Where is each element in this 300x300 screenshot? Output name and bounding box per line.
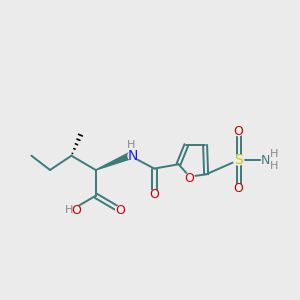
Circle shape bbox=[116, 206, 124, 214]
Text: O: O bbox=[185, 172, 195, 184]
Circle shape bbox=[128, 141, 135, 148]
Circle shape bbox=[261, 156, 270, 164]
Circle shape bbox=[234, 127, 243, 136]
Circle shape bbox=[270, 163, 277, 170]
Circle shape bbox=[72, 206, 81, 214]
Text: O: O bbox=[72, 203, 82, 217]
Text: N: N bbox=[128, 149, 138, 163]
Text: O: O bbox=[149, 188, 159, 201]
Text: S: S bbox=[234, 153, 243, 167]
Circle shape bbox=[65, 206, 72, 214]
Text: O: O bbox=[234, 125, 244, 138]
Text: N: N bbox=[261, 154, 270, 166]
Circle shape bbox=[233, 155, 244, 165]
Text: H: H bbox=[127, 140, 136, 150]
Text: H: H bbox=[269, 161, 278, 171]
Polygon shape bbox=[96, 153, 131, 170]
Circle shape bbox=[270, 150, 277, 157]
Circle shape bbox=[128, 151, 138, 160]
Circle shape bbox=[150, 190, 159, 199]
Text: O: O bbox=[234, 182, 244, 195]
Circle shape bbox=[185, 173, 194, 183]
Text: H: H bbox=[64, 205, 73, 215]
Text: H: H bbox=[269, 149, 278, 159]
Circle shape bbox=[234, 184, 243, 193]
Text: O: O bbox=[115, 203, 125, 217]
